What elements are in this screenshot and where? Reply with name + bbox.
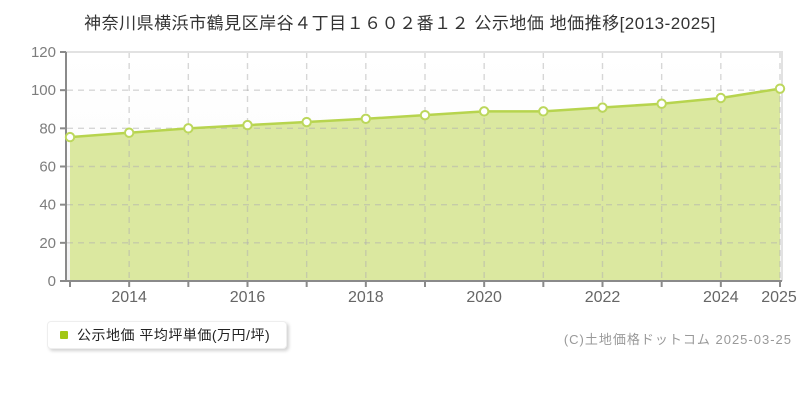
data-point-2014 [123,127,135,138]
y-tick-label-40: 40 [39,197,56,214]
data-point-2016 [242,119,253,131]
data-point-2015 [183,123,194,134]
axes [60,51,782,287]
x-tick-label-2014: 2014 [111,289,147,306]
y-tick-label-120: 120 [31,44,56,61]
legend: 公示地価 平均坪単価(万円/坪) [47,321,288,349]
data-points [64,83,786,143]
data-point-2024 [715,92,727,104]
y-tick-label-80: 80 [39,120,56,137]
data-point-2017 [301,116,312,128]
x-tick-label-2018: 2018 [348,289,384,306]
y-tick-label-20: 20 [39,235,56,252]
x-tick-label-2020: 2020 [466,289,502,306]
legend-marker-icon [60,331,68,339]
data-point-2021 [538,106,549,117]
y-tick-label-60: 60 [39,159,56,176]
gridlines [67,52,782,281]
data-point-2019 [419,109,431,121]
data-point-2013 [64,131,76,143]
data-point-2018 [360,113,372,124]
data-point-2020 [478,106,490,117]
plot-border [66,51,783,281]
legend-label: 公示地価 平均坪単価(万円/坪) [77,327,271,343]
x-tick-label-2016: 2016 [230,289,266,306]
x-tick-label-2024: 2024 [703,289,739,306]
copyright-note: (C)土地価格ドットコム 2025-03-25 [563,332,792,347]
x-axis-labels: 2014 2016 2018 2020 2022 2024 2025 [111,289,797,306]
y-tick-label-100: 100 [31,82,56,99]
data-point-2022 [597,102,608,113]
plot-border-line [66,51,783,281]
x-tick-label-2025: 2025 [761,289,797,306]
y-axis-labels: 0 20 40 60 80 100 120 [31,44,56,290]
data-point-2023 [656,98,667,109]
x-tick-label-2022: 2022 [585,289,621,306]
page-title: 神奈川県横浜市鶴見区岸谷４丁目１６０２番１２ 公示地価 地価推移[2013-20… [84,14,716,33]
data-point-2025 [774,83,786,94]
y-tick-label-0: 0 [48,273,56,290]
